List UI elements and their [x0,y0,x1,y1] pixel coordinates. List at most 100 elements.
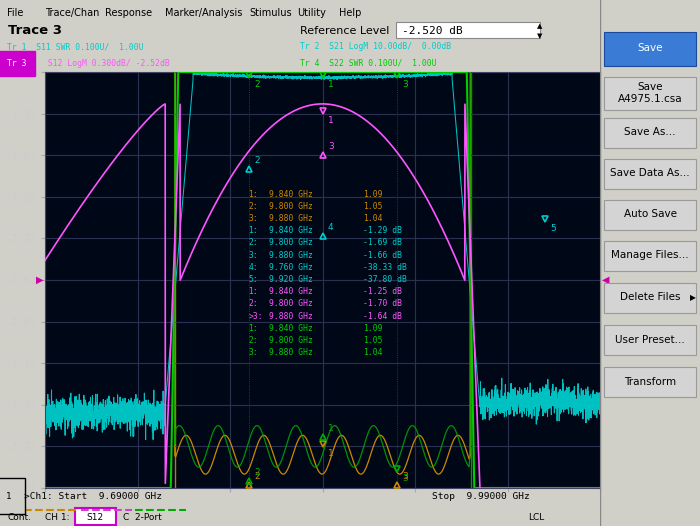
Text: 3: 3 [402,474,408,483]
Text: S12 LogM 0.300dB/ -2.52dB: S12 LogM 0.300dB/ -2.52dB [43,59,170,68]
Text: -1.66 dB: -1.66 dB [363,250,402,259]
Text: S12: S12 [87,513,104,522]
Text: 9.920 GHz: 9.920 GHz [269,275,313,284]
Text: 2:: 2: [248,336,258,345]
Text: 3:: 3: [248,348,258,357]
Text: 9.880 GHz: 9.880 GHz [269,250,313,259]
Text: File: File [7,8,24,18]
Text: 1.09: 1.09 [363,189,383,198]
Text: 1: 1 [328,424,334,433]
Text: -1.25 dB: -1.25 dB [363,287,402,296]
Text: -2.520 dB: -2.520 dB [402,26,463,36]
Text: 1.04: 1.04 [363,348,383,357]
Text: Help: Help [339,8,361,18]
Text: 2: 2 [254,468,260,477]
Text: 2:: 2: [248,202,258,211]
Text: Tr 4  S22 SWR 0.100U/  1.00U: Tr 4 S22 SWR 0.100U/ 1.00U [300,59,437,68]
Text: Save
A4975.1.csa: Save A4975.1.csa [617,82,682,104]
Text: 9.800 GHz: 9.800 GHz [269,336,313,345]
Text: 1:: 1: [248,189,258,198]
Text: Save: Save [637,43,663,54]
FancyBboxPatch shape [604,77,696,110]
Text: 2:: 2: [248,238,258,247]
Text: ▼: ▼ [537,33,542,39]
Text: ▶: ▶ [36,275,43,285]
FancyBboxPatch shape [75,508,116,525]
FancyBboxPatch shape [604,325,696,355]
Text: Stimulus: Stimulus [249,8,292,18]
Text: Tr 2  S21 LogM 10.00dB/  0.00dB: Tr 2 S21 LogM 10.00dB/ 0.00dB [300,42,451,51]
Text: 5: 5 [550,224,556,233]
Text: C  2-Port: C 2-Port [123,513,162,522]
Text: 9.840 GHz: 9.840 GHz [269,287,313,296]
Text: Auto Save: Auto Save [624,209,676,219]
Text: Trace 3: Trace 3 [8,25,62,37]
Text: 9.880 GHz: 9.880 GHz [269,348,313,357]
Text: 1: 1 [328,116,334,125]
Text: User Preset...: User Preset... [615,335,685,345]
Text: 1.04: 1.04 [363,214,383,223]
Text: 3: 3 [402,80,408,89]
Text: Delete Files: Delete Files [620,292,680,302]
Text: Save Data As...: Save Data As... [610,168,690,178]
Text: -1.64 dB: -1.64 dB [363,311,402,320]
Text: ◀: ◀ [602,275,609,285]
Text: Trace/Chan: Trace/Chan [45,8,99,18]
FancyBboxPatch shape [604,32,696,66]
Text: 1:: 1: [248,287,258,296]
FancyBboxPatch shape [604,241,696,271]
Text: 1.05: 1.05 [363,202,383,211]
Text: 9.800 GHz: 9.800 GHz [269,238,313,247]
Text: Stop  9.99000 GHz: Stop 9.99000 GHz [432,492,530,501]
Text: 2: 2 [254,156,260,165]
Text: Transform: Transform [624,377,676,387]
Text: Save As...: Save As... [624,127,676,137]
Text: -38.33 dB: -38.33 dB [363,263,407,272]
Text: 3:: 3: [248,250,258,259]
Text: 4: 4 [328,223,334,232]
Text: 1: 1 [328,80,334,89]
Text: Reference Level: Reference Level [300,26,389,36]
Text: Cont.: Cont. [7,513,31,522]
Text: 3: 3 [402,472,408,481]
Text: 1.05: 1.05 [363,336,383,345]
Text: 9.840 GHz: 9.840 GHz [269,189,313,198]
Text: 1:: 1: [248,324,258,333]
Text: 9.880 GHz: 9.880 GHz [269,311,313,320]
Text: >3:: >3: [248,311,263,320]
FancyBboxPatch shape [604,283,696,313]
Text: Tr 1  S11 SWR 0.100U/  1.00U: Tr 1 S11 SWR 0.100U/ 1.00U [7,42,143,51]
Text: 3:: 3: [248,214,258,223]
Text: 2: 2 [254,472,260,481]
FancyBboxPatch shape [604,118,696,148]
Text: -1.70 dB: -1.70 dB [363,299,402,308]
Text: 9.840 GHz: 9.840 GHz [269,226,313,235]
FancyBboxPatch shape [604,159,696,189]
Text: 9.800 GHz: 9.800 GHz [269,202,313,211]
FancyBboxPatch shape [604,367,696,397]
Text: 9.800 GHz: 9.800 GHz [269,299,313,308]
FancyBboxPatch shape [396,23,540,38]
Text: Utility: Utility [297,8,326,18]
Text: 4:: 4: [248,263,258,272]
Text: 1: 1 [6,492,12,501]
Text: -1.69 dB: -1.69 dB [363,238,402,247]
Text: 9.880 GHz: 9.880 GHz [269,214,313,223]
Text: >Ch1: Start  9.69000 GHz: >Ch1: Start 9.69000 GHz [24,492,162,501]
Text: Tr 3: Tr 3 [7,59,27,68]
Text: Manage Files...: Manage Files... [611,250,689,260]
Text: 1: 1 [328,449,334,458]
FancyBboxPatch shape [604,200,696,230]
Text: 1:: 1: [248,226,258,235]
Text: 1.09: 1.09 [363,324,383,333]
Text: CH 1:: CH 1: [45,513,69,522]
Text: Marker/Analysis: Marker/Analysis [165,8,242,18]
Text: 5:: 5: [248,275,258,284]
Text: 3: 3 [328,143,334,151]
Text: ▶: ▶ [690,293,696,302]
Text: 9.840 GHz: 9.840 GHz [269,324,313,333]
Text: 9.760 GHz: 9.760 GHz [269,263,313,272]
Text: -1.29 dB: -1.29 dB [363,226,402,235]
Text: LCL: LCL [528,513,545,522]
Text: 2:: 2: [248,299,258,308]
